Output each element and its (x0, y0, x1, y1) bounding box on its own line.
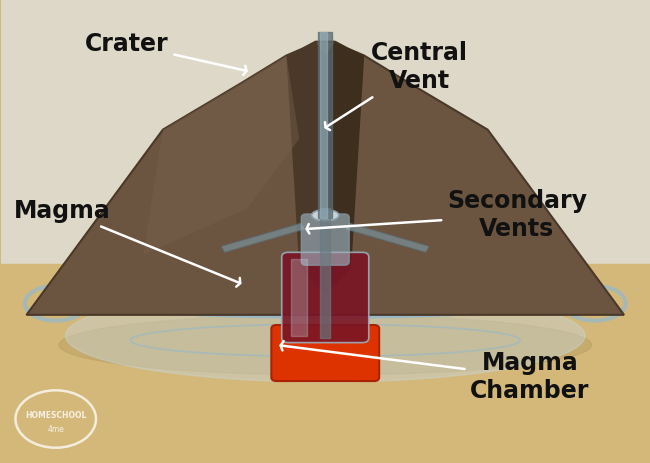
Text: Central
Vent: Central Vent (325, 41, 468, 130)
Polygon shape (325, 42, 364, 294)
Text: Magma: Magma (14, 199, 240, 287)
Ellipse shape (59, 315, 592, 375)
Polygon shape (144, 56, 299, 255)
Bar (320, 32, 326, 218)
Bar (1, 264, 650, 463)
Text: Secondary
Vents: Secondary Vents (307, 189, 587, 241)
Bar (318, 32, 332, 218)
Ellipse shape (311, 209, 339, 221)
Polygon shape (346, 223, 429, 252)
Polygon shape (315, 42, 335, 294)
Text: Magma
Chamber: Magma Chamber (281, 341, 590, 403)
Polygon shape (222, 223, 304, 252)
Text: Crater: Crater (85, 32, 246, 75)
FancyBboxPatch shape (271, 325, 379, 381)
Polygon shape (27, 42, 624, 315)
Bar (1, 0, 650, 269)
Polygon shape (286, 42, 325, 294)
Bar (320, 208, 330, 338)
FancyBboxPatch shape (301, 214, 349, 265)
Text: 4me: 4me (47, 425, 64, 434)
Ellipse shape (66, 289, 585, 382)
Bar (291, 259, 307, 336)
Ellipse shape (66, 275, 585, 317)
Text: HOMESCHOOL: HOMESCHOOL (25, 411, 86, 420)
FancyBboxPatch shape (281, 252, 369, 343)
